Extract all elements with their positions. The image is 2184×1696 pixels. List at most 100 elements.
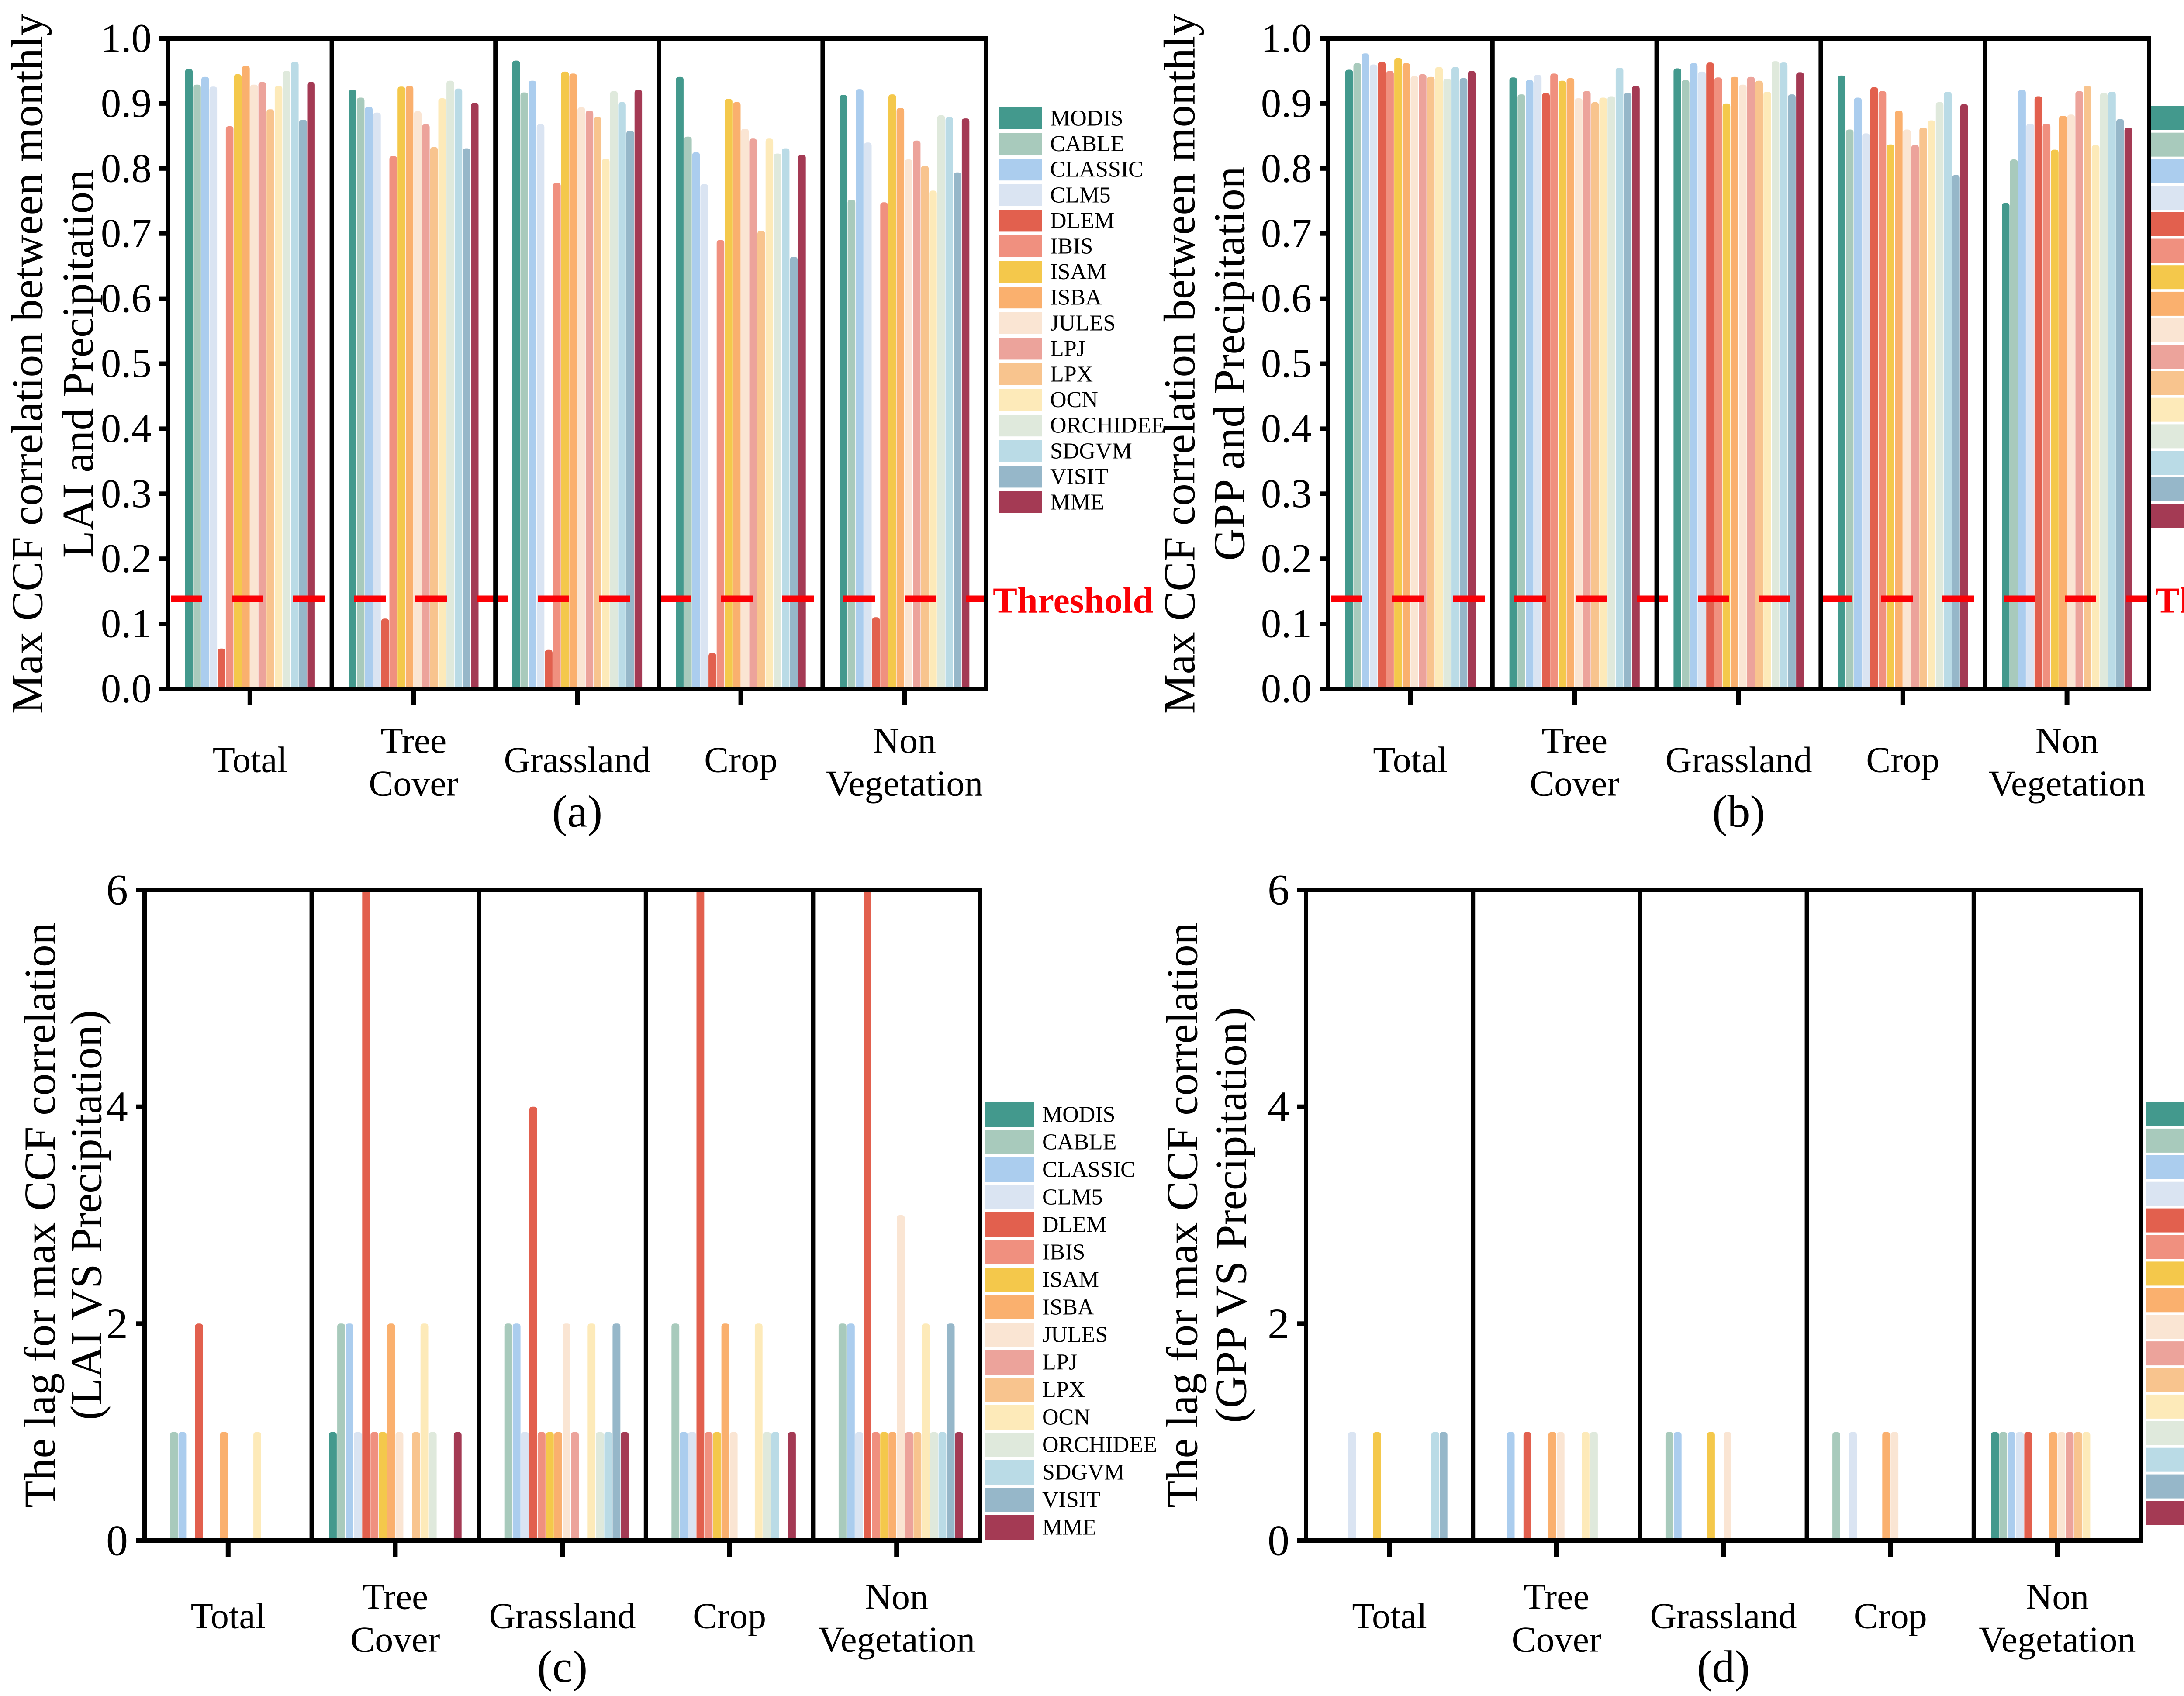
svg-text:Max CCF correlation between mo: Max CCF correlation between monthly <box>1155 14 1205 714</box>
svg-text:VISIT: VISIT <box>1050 464 1108 489</box>
svg-text:0.1: 0.1 <box>1261 601 1312 646</box>
svg-text:0.4: 0.4 <box>101 406 152 451</box>
svg-text:Cover: Cover <box>350 1620 440 1660</box>
svg-text:Grassland: Grassland <box>504 740 651 781</box>
svg-text:LPJ: LPJ <box>1050 336 1085 361</box>
svg-text:MODIS: MODIS <box>1050 106 1123 131</box>
svg-text:Tree: Tree <box>362 1577 428 1617</box>
svg-text:ORCHIDEE: ORCHIDEE <box>1050 413 1165 438</box>
svg-text:Total: Total <box>1373 740 1448 781</box>
svg-text:IBIS: IBIS <box>1050 234 1093 259</box>
svg-text:Grassland: Grassland <box>489 1596 636 1637</box>
svg-text:Total: Total <box>1352 1596 1427 1637</box>
svg-text:0.6: 0.6 <box>101 276 152 321</box>
svg-text:IBIS: IBIS <box>1042 1240 1085 1265</box>
svg-text:CABLE: CABLE <box>1042 1130 1116 1155</box>
svg-text:0.3: 0.3 <box>101 471 152 516</box>
svg-text:ISBA: ISBA <box>1050 285 1102 310</box>
svg-text:DLEM: DLEM <box>1050 208 1114 233</box>
svg-text:MME: MME <box>1050 490 1104 515</box>
svg-text:Grassland: Grassland <box>1666 740 1812 781</box>
svg-text:Crop: Crop <box>693 1596 766 1637</box>
svg-text:Tree: Tree <box>380 721 446 761</box>
svg-text:(c): (c) <box>537 1642 587 1692</box>
svg-text:Crop: Crop <box>1854 1596 1927 1637</box>
svg-text:Non: Non <box>2035 721 2099 761</box>
svg-text:SDGVM: SDGVM <box>1050 439 1132 463</box>
svg-text:Grassland: Grassland <box>1650 1596 1797 1637</box>
svg-text:0.8: 0.8 <box>1261 146 1312 191</box>
svg-text:0.9: 0.9 <box>101 81 152 126</box>
svg-text:VISIT: VISIT <box>1042 1488 1100 1513</box>
svg-text:0.5: 0.5 <box>101 341 152 386</box>
svg-text:Cover: Cover <box>369 763 458 804</box>
svg-text:0.4: 0.4 <box>1261 406 1312 451</box>
svg-text:4: 4 <box>1268 1082 1289 1131</box>
svg-text:(LAI VS Precipitation): (LAI VS Precipitation) <box>62 1010 111 1420</box>
svg-text:0.5: 0.5 <box>1261 341 1312 386</box>
svg-text:Max CCF correlation between mo: Max CCF correlation between monthly <box>3 14 52 714</box>
svg-text:Vegetation: Vegetation <box>1979 1620 2136 1660</box>
svg-text:1.0: 1.0 <box>1261 16 1312 61</box>
svg-text:0.7: 0.7 <box>1261 211 1312 256</box>
svg-text:0: 0 <box>1268 1516 1289 1565</box>
svg-text:CLASSIC: CLASSIC <box>1042 1157 1136 1182</box>
svg-text:0.2: 0.2 <box>101 536 152 581</box>
svg-text:Vegetation: Vegetation <box>818 1620 975 1660</box>
svg-text:0.7: 0.7 <box>101 211 152 256</box>
svg-text:ORCHIDEE: ORCHIDEE <box>1042 1433 1157 1458</box>
svg-text:(GPP VS Precipitation): (GPP VS Precipitation) <box>1207 1007 1256 1423</box>
svg-text:0: 0 <box>106 1516 128 1565</box>
svg-text:DLEM: DLEM <box>1042 1212 1106 1237</box>
svg-text:JULES: JULES <box>1042 1323 1108 1347</box>
svg-text:MME: MME <box>1042 1515 1096 1540</box>
svg-text:Crop: Crop <box>704 740 778 781</box>
svg-text:OCN: OCN <box>1050 387 1098 412</box>
svg-text:Vegetation: Vegetation <box>826 763 983 804</box>
svg-text:LPJ: LPJ <box>1042 1350 1078 1375</box>
svg-text:(a): (a) <box>552 787 602 837</box>
svg-text:CLASSIC: CLASSIC <box>1050 157 1144 182</box>
svg-text:Cover: Cover <box>1512 1620 1601 1660</box>
svg-text:Non: Non <box>865 1577 928 1617</box>
svg-text:(d): (d) <box>1697 1642 1750 1692</box>
svg-text:CABLE: CABLE <box>1050 131 1124 156</box>
svg-text:OCN: OCN <box>1042 1405 1090 1430</box>
svg-text:LPX: LPX <box>1042 1378 1085 1402</box>
svg-text:0.1: 0.1 <box>101 601 152 646</box>
svg-text:LPX: LPX <box>1050 362 1093 387</box>
svg-text:Vegetation: Vegetation <box>1988 763 2145 804</box>
svg-text:1.0: 1.0 <box>101 16 152 61</box>
svg-text:Tree: Tree <box>1541 721 1607 761</box>
svg-text:Tree: Tree <box>1524 1577 1590 1617</box>
svg-text:0.9: 0.9 <box>1261 81 1312 126</box>
svg-text:Threshold: Threshold <box>2155 580 2184 621</box>
svg-text:CLM5: CLM5 <box>1042 1185 1103 1210</box>
svg-text:LAI and Precipitation: LAI and Precipitation <box>54 169 103 558</box>
svg-text:0.3: 0.3 <box>1261 471 1312 516</box>
svg-text:Total: Total <box>213 740 287 781</box>
svg-text:Non: Non <box>2026 1577 2089 1617</box>
svg-text:0.0: 0.0 <box>101 667 152 712</box>
svg-text:0.0: 0.0 <box>1261 667 1312 712</box>
svg-text:JULES: JULES <box>1050 311 1116 335</box>
svg-text:SDGVM: SDGVM <box>1042 1460 1124 1485</box>
svg-text:Non: Non <box>873 721 936 761</box>
svg-text:MODIS: MODIS <box>1042 1102 1116 1127</box>
svg-text:The lag for max CCF correlatio: The lag for max CCF correlation <box>16 922 65 1508</box>
svg-text:CLM5: CLM5 <box>1050 183 1111 207</box>
svg-text:6: 6 <box>106 866 128 914</box>
svg-text:ISBA: ISBA <box>1042 1295 1094 1320</box>
svg-text:The lag for max CCF correlatio: The lag for max CCF correlation <box>1158 922 1207 1508</box>
svg-text:0.8: 0.8 <box>101 146 152 191</box>
svg-text:6: 6 <box>1268 866 1289 914</box>
svg-text:2: 2 <box>106 1299 128 1348</box>
svg-text:0.2: 0.2 <box>1261 536 1312 581</box>
svg-text:Total: Total <box>191 1596 266 1637</box>
svg-text:Threshold: Threshold <box>993 580 1153 621</box>
svg-text:ISAM: ISAM <box>1042 1268 1099 1292</box>
svg-text:Cover: Cover <box>1530 763 1619 804</box>
svg-text:GPP and Precipitation: GPP and Precipitation <box>1205 166 1254 561</box>
svg-text:2: 2 <box>1268 1299 1289 1348</box>
svg-text:4: 4 <box>106 1082 128 1131</box>
